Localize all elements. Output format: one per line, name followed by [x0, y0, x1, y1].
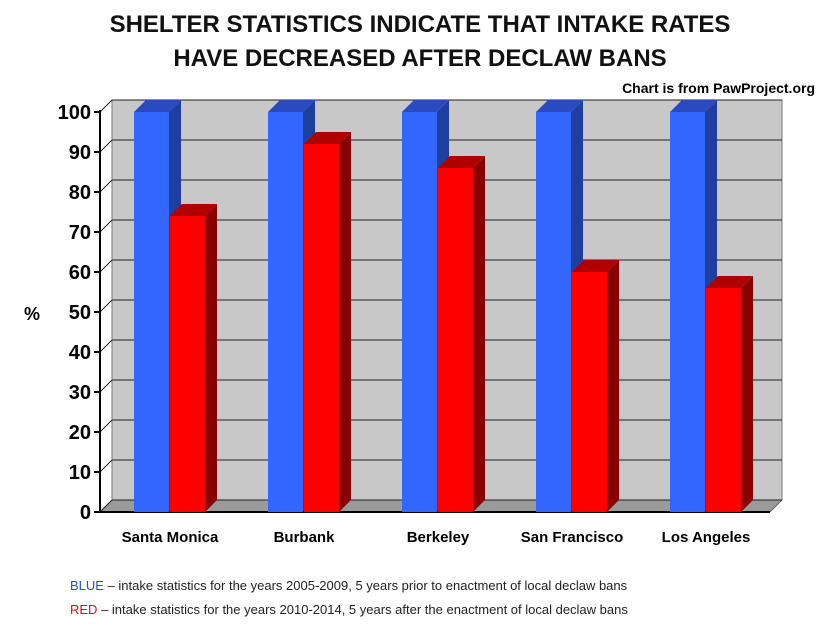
y-tick-label-5: 50 — [69, 302, 91, 324]
y-tick-label-8: 80 — [69, 182, 91, 204]
bar-red-los-angeles — [706, 288, 741, 512]
grid-diag-6 — [99, 259, 113, 273]
bar-red-berkeley — [438, 168, 473, 512]
grid-diag-3 — [99, 379, 113, 393]
y-tick-label-1: 10 — [69, 462, 91, 484]
grid-diag-8 — [99, 179, 113, 193]
chart-title-line-2: HAVE DECREASED AFTER DECLAW BANS — [173, 45, 667, 72]
chart-title-line-1: SHELTER STATISTICS INDICATE THAT INTAKE … — [109, 11, 731, 38]
bar-blue-burbank-top — [268, 100, 315, 112]
x-tick-label-3: San Francisco — [521, 529, 624, 546]
bar-red-burbank — [304, 144, 339, 512]
bar-red-san-francisco-top — [572, 260, 619, 272]
bar-blue-san-francisco-top — [536, 100, 583, 112]
y-tick-label-7: 70 — [69, 222, 91, 244]
legend-red: RED – intake statistics for the years 20… — [70, 602, 810, 617]
bar-blue-los-angeles-top — [670, 100, 717, 112]
bar-red-santa-monica-top — [170, 204, 217, 216]
bar-red-los-angeles-top — [706, 276, 753, 288]
bar-blue-burbank — [268, 112, 303, 512]
bar-blue-berkeley — [402, 112, 437, 512]
y-tick-label-6: 60 — [69, 262, 91, 284]
x-tick-label-2: Berkeley — [407, 529, 470, 546]
legend-red-key: RED — [70, 602, 98, 617]
bar-red-los-angeles-side — [741, 276, 753, 512]
grid-diag-9 — [99, 139, 113, 153]
legend-red-text: – intake statistics for the years 2010-2… — [97, 602, 628, 617]
y-tick-label-9: 90 — [69, 142, 91, 164]
grid-diag-5 — [99, 299, 113, 313]
x-tick-label-1: Burbank — [274, 529, 336, 546]
chart-title: SHELTER STATISTICS INDICATE THAT INTAKE … — [40, 8, 800, 76]
bar-red-san-francisco — [572, 272, 607, 512]
bar-red-burbank-top — [304, 132, 351, 144]
grid-diag-1 — [99, 459, 113, 473]
bar-blue-berkeley-top — [402, 100, 449, 112]
grid-diag-4 — [99, 339, 113, 353]
grid-diag-2 — [99, 419, 113, 433]
bar-blue-san-francisco — [536, 112, 571, 512]
bar-blue-santa-monica — [134, 112, 169, 512]
legend-blue: BLUE – intake statistics for the years 2… — [70, 578, 810, 593]
bar-red-berkeley-side — [473, 156, 485, 512]
grid-diag-7 — [99, 219, 113, 233]
y-tick-label-2: 20 — [69, 422, 91, 444]
legend-blue-key: BLUE — [70, 578, 104, 593]
bar-red-santa-monica — [170, 216, 205, 512]
x-tick-label-4: Los Angeles — [662, 529, 751, 546]
bar-blue-santa-monica-top — [134, 100, 181, 112]
bar-red-san-francisco-side — [607, 260, 619, 512]
legend-blue-text: – intake statistics for the years 2005-2… — [103, 578, 628, 593]
grid-diag-10 — [99, 99, 113, 113]
bar-blue-los-angeles — [670, 112, 705, 512]
grid-diag-0 — [99, 499, 113, 513]
source-note: Chart is from PawProject.org — [622, 80, 815, 96]
y-tick-label-10: 100 — [58, 102, 91, 124]
x-tick-label-0: Santa Monica — [122, 529, 219, 546]
bar-red-burbank-side — [339, 132, 351, 512]
y-tick-label-4: 40 — [69, 342, 91, 364]
bar-red-berkeley-top — [438, 156, 485, 168]
y-axis-label: % — [24, 304, 40, 324]
y-tick-label-3: 30 — [69, 382, 91, 404]
y-tick-label-0: 0 — [80, 502, 91, 524]
bar-red-santa-monica-side — [205, 204, 217, 512]
